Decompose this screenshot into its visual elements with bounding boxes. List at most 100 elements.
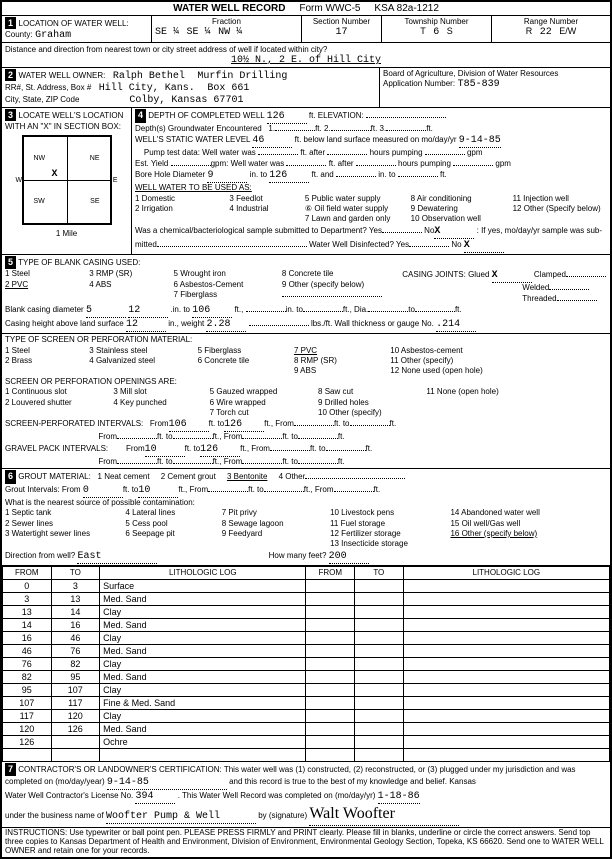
gt2 bbox=[326, 450, 366, 451]
gif: 0 bbox=[83, 484, 123, 498]
co4: 4 Lateral lines bbox=[125, 508, 221, 518]
dis-yes bbox=[409, 246, 449, 247]
chem-lbl: Was a chemical/bacteriological sample su… bbox=[135, 226, 382, 235]
d6 bbox=[415, 311, 455, 312]
height: 12 bbox=[126, 318, 166, 332]
nw: NW bbox=[34, 155, 46, 162]
d1: 5 bbox=[86, 304, 126, 318]
screen-heading: TYPE OF SCREEN OR PERFORATION MATERIAL: bbox=[5, 335, 192, 344]
gif3 bbox=[334, 491, 374, 492]
completed-lbl: completed on (mo/day/year) bbox=[5, 777, 105, 786]
c8: 8 Concrete tile bbox=[282, 269, 402, 279]
co2: 2 Sewer lines bbox=[5, 519, 125, 529]
est-lbl: Est. Yield bbox=[135, 159, 168, 168]
o10: 10 Other (specify) bbox=[318, 408, 426, 418]
bore3 bbox=[336, 176, 376, 177]
gt: 126 bbox=[200, 443, 240, 457]
dist: 10½ N., 2 E. of Hill City bbox=[231, 55, 381, 66]
co9: 9 Feedyard bbox=[222, 529, 330, 539]
county-lbl: County: bbox=[5, 30, 33, 39]
opt-12: 12 Other (Specify below) bbox=[513, 204, 607, 214]
o9: 9 Drilled holes bbox=[318, 398, 426, 408]
co8: 8 Sewage lagoon bbox=[222, 519, 330, 529]
o6: 6 Wire wrapped bbox=[210, 398, 318, 408]
o4: 4 Key punched bbox=[113, 398, 209, 408]
feet: 200 bbox=[329, 550, 369, 564]
gf3 bbox=[117, 463, 157, 464]
s7: 7 PVC bbox=[294, 346, 390, 356]
table-row: 1646Clay bbox=[3, 631, 610, 644]
sec6: 6 GROUT MATERIAL: 1 Neat cement 2 Cement… bbox=[2, 469, 610, 566]
dir-lbl: Direction from well? bbox=[5, 551, 75, 560]
pt3 bbox=[173, 438, 213, 439]
table-row: 4676Med. Sand bbox=[3, 644, 610, 657]
x-mark: X bbox=[52, 169, 58, 180]
open-heading: SCREEN OR PERFORATION OPENINGS ARE: bbox=[5, 377, 177, 386]
table-row: 8295Med. Sand bbox=[3, 670, 610, 683]
bore2: 126 bbox=[269, 169, 309, 183]
r-ew: E/W bbox=[559, 26, 576, 36]
est4 bbox=[453, 165, 493, 166]
owner-heading: WATER WELL OWNER: bbox=[19, 71, 106, 80]
s6: 6 Concrete tile bbox=[198, 356, 294, 366]
gf4 bbox=[242, 463, 282, 464]
pt: 126 bbox=[224, 418, 264, 432]
co1: 1 Septic tank bbox=[5, 508, 125, 518]
distance-row: Distance and direction from nearest town… bbox=[2, 43, 610, 68]
table-row bbox=[3, 748, 610, 761]
chem-no-lbl: No bbox=[424, 226, 434, 235]
s8: 8 RMP (SR) bbox=[294, 356, 390, 366]
gf: 10 bbox=[145, 443, 185, 457]
co14: 14 Abandoned water well bbox=[450, 508, 607, 518]
business: Woofter Pump & Well bbox=[106, 810, 256, 824]
township: 6 bbox=[433, 27, 439, 38]
o3: 3 Mill slot bbox=[113, 387, 209, 397]
owner-name: Ralph Bethel bbox=[113, 71, 185, 82]
est3 bbox=[356, 165, 396, 166]
o7: 7 Torch cut bbox=[210, 408, 318, 418]
j1v bbox=[566, 276, 606, 277]
use-lbl: WELL WATER TO BE USED AS: bbox=[135, 183, 252, 192]
use-opts: 1 Domestic 2 Irrigation 3 Feedlot 4 Indu… bbox=[135, 194, 607, 225]
pump2 bbox=[327, 154, 367, 155]
th-to: TO bbox=[51, 566, 100, 579]
opt-8: 8 Air conditioning bbox=[411, 194, 513, 204]
s2: 2 Brass bbox=[5, 356, 89, 366]
opt-6: ⑥ Oil field water supply bbox=[305, 204, 411, 214]
sec5: 5 TYPE OF BLANK CASING USED: 1 Steel 2 P… bbox=[2, 255, 610, 334]
table-row: 7682Clay bbox=[3, 657, 610, 670]
c4: 4 ABS bbox=[89, 280, 173, 290]
th-from: FROM bbox=[3, 566, 52, 579]
wu1 bbox=[249, 325, 309, 326]
gw2 bbox=[331, 130, 371, 131]
form-title: WATER WELL RECORD bbox=[173, 3, 285, 14]
range-lbl: Range Number bbox=[495, 17, 607, 26]
dist-lbl: Distance and direction from nearest town… bbox=[5, 45, 327, 54]
c2: 2 PVC bbox=[5, 280, 89, 290]
opt-7: 7 Lawn and garden only bbox=[305, 214, 411, 224]
height-lbl: Casing height above land surface bbox=[5, 319, 124, 328]
pump1 bbox=[258, 154, 298, 155]
pf2 bbox=[294, 425, 334, 426]
table-row: 03Surface bbox=[3, 579, 610, 592]
git2 bbox=[264, 491, 304, 492]
co13: 13 Insecticide storage bbox=[330, 539, 450, 549]
loc-heading: LOCATION OF WATER WELL: bbox=[19, 19, 129, 28]
c6: 6 Asbestos-Cement bbox=[174, 280, 282, 290]
range: 22 bbox=[540, 27, 552, 38]
j3v bbox=[557, 300, 597, 301]
th-from2: FROM bbox=[306, 566, 355, 579]
sw: SW bbox=[34, 198, 45, 205]
weight-lbl: in., weight bbox=[168, 319, 204, 328]
j2: Welded bbox=[522, 283, 549, 292]
s9: 9 ABS bbox=[294, 366, 390, 376]
table-row: 1416Med. Sand bbox=[3, 618, 610, 631]
addr: Hill City, Kans. bbox=[99, 83, 195, 94]
board: Board of Agriculture, Division of Water … bbox=[383, 69, 607, 78]
th-to2: TO bbox=[355, 566, 404, 579]
sec2-num: 2 bbox=[5, 69, 16, 81]
bore4 bbox=[398, 176, 438, 177]
d-to: .in. to bbox=[170, 305, 190, 314]
opt-2: 2 Irrigation bbox=[135, 204, 229, 214]
s4: 4 Galvanized steel bbox=[89, 356, 197, 366]
